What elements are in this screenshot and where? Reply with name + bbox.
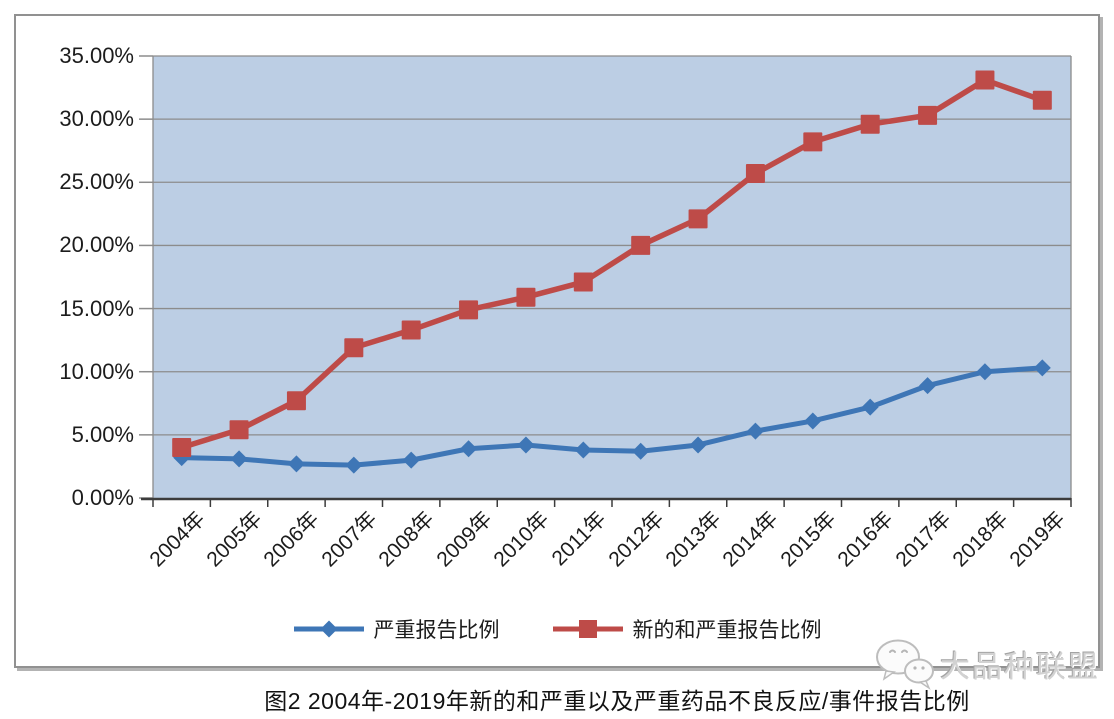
y-tick-label: 5.00% bbox=[71, 421, 134, 447]
data-point-square bbox=[401, 320, 421, 340]
y-tick-label: 35.00% bbox=[59, 43, 134, 68]
data-point-square bbox=[745, 163, 765, 183]
data-point-diamond bbox=[460, 440, 478, 458]
data-point-square bbox=[631, 235, 651, 255]
legend-item-severe: 严重报告比例 bbox=[293, 614, 500, 644]
data-point-square bbox=[803, 132, 823, 152]
data-point-diamond bbox=[689, 436, 707, 454]
diamond-marker-icon bbox=[293, 620, 364, 638]
y-tick-label: 20.00% bbox=[59, 232, 134, 258]
y-tick-label: 30.00% bbox=[59, 106, 134, 132]
data-point-diamond bbox=[230, 450, 248, 468]
data-point-square bbox=[1032, 90, 1052, 110]
data-point-diamond bbox=[574, 441, 592, 459]
data-point-diamond bbox=[746, 422, 764, 440]
y-tick-label: 0.00% bbox=[71, 485, 134, 510]
data-point-square bbox=[688, 209, 708, 229]
data-point-diamond bbox=[517, 436, 535, 454]
data-point-diamond bbox=[632, 442, 650, 460]
data-point-square bbox=[516, 287, 536, 307]
watermark-label: 大品种联盟 bbox=[940, 651, 1100, 684]
wechat-icon bbox=[876, 639, 934, 690]
legend: 严重报告比例 新的和严重报告比例 bbox=[16, 614, 1098, 644]
data-point-square bbox=[975, 70, 995, 90]
series-line-severe bbox=[179, 365, 1045, 468]
legend-item-new-and-severe: 新的和严重报告比例 bbox=[552, 614, 822, 644]
data-point-diamond bbox=[345, 456, 363, 474]
square-marker-icon bbox=[552, 620, 623, 638]
data-point-diamond bbox=[976, 363, 994, 381]
y-tick-label: 10.00% bbox=[59, 358, 134, 384]
data-point-square bbox=[860, 114, 880, 134]
data-point-square bbox=[229, 420, 249, 440]
data-point-square bbox=[573, 272, 593, 292]
data-point-diamond bbox=[402, 451, 420, 469]
data-point-square bbox=[286, 391, 306, 411]
data-point-square bbox=[918, 105, 938, 125]
y-tick-label: 15.00% bbox=[59, 295, 134, 321]
data-point-diamond bbox=[919, 377, 937, 395]
legend-label: 严重报告比例 bbox=[373, 619, 500, 642]
series-line-new-and-severe bbox=[178, 77, 1046, 451]
chart-frame: 0.00% 5.00% 10.00% 15.00% 20.00% 25.00% 30.00%… bbox=[14, 14, 1100, 668]
data-point-square bbox=[344, 338, 364, 358]
legend-label: 新的和严重报告比例 bbox=[632, 619, 822, 642]
data-point-diamond bbox=[804, 412, 822, 430]
y-tick-label: 25.00% bbox=[59, 169, 134, 195]
plot-background bbox=[153, 56, 1071, 498]
data-point-square bbox=[172, 437, 192, 457]
data-point-diamond bbox=[861, 398, 879, 416]
figure-caption: 图2 2004年-2019年新的和严重以及严重药品不良反应/事件报告比例 bbox=[264, 688, 970, 714]
data-point-square bbox=[459, 300, 479, 320]
watermark: 大品种联盟 bbox=[874, 638, 1100, 690]
plot-area bbox=[139, 55, 1072, 507]
data-point-diamond bbox=[287, 455, 305, 473]
data-point-diamond bbox=[1033, 359, 1051, 377]
